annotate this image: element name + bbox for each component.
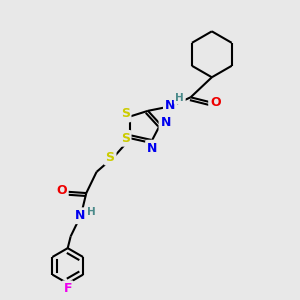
- Text: H: H: [87, 207, 96, 217]
- Text: N: N: [147, 142, 158, 154]
- Text: O: O: [210, 96, 221, 109]
- Text: F: F: [64, 282, 72, 295]
- Text: S: S: [106, 151, 115, 164]
- Text: N: N: [75, 209, 85, 222]
- Text: S: S: [121, 132, 130, 145]
- Text: S: S: [121, 107, 130, 121]
- Text: N: N: [160, 116, 171, 129]
- Text: O: O: [56, 184, 67, 197]
- Text: N: N: [165, 99, 175, 112]
- Text: H: H: [176, 93, 184, 103]
